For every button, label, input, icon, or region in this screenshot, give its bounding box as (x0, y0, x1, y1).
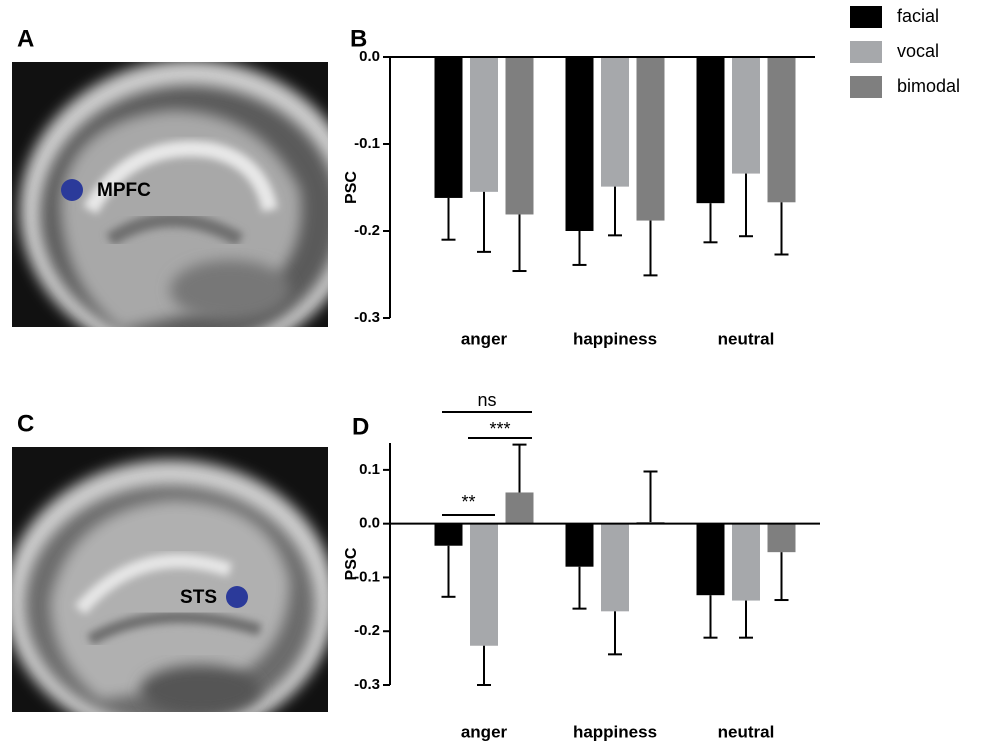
y-tick-label: -0.3 (354, 676, 380, 693)
y-tick-label: 0.1 (359, 461, 380, 478)
region-label: MPFC (97, 180, 151, 201)
bar (637, 57, 665, 221)
error-bar (608, 611, 622, 654)
bar (566, 524, 594, 567)
legend-label: facial (897, 6, 939, 26)
error-bar (513, 445, 527, 493)
significance-label: *** (489, 419, 510, 439)
error-bar (704, 595, 718, 637)
bar (470, 57, 498, 192)
y-tick-label: 0.0 (359, 48, 380, 65)
y-tick-label: -0.2 (354, 222, 380, 239)
bar (768, 57, 796, 202)
legend-label: bimodal (897, 76, 960, 96)
x-tick-label: neutral (718, 329, 775, 348)
error-bar (573, 231, 587, 265)
brain-image (5, 447, 335, 740)
y-tick-label: -0.1 (354, 135, 380, 152)
bar (732, 524, 760, 601)
error-bar (704, 203, 718, 242)
bar (506, 57, 534, 214)
error-bar (513, 214, 527, 271)
y-axis-title: PSC (343, 171, 360, 204)
bar (566, 57, 594, 231)
bar (435, 57, 463, 198)
bar (435, 524, 463, 546)
error-bar (477, 646, 491, 685)
x-tick-label: anger (461, 722, 508, 741)
y-tick-label: -0.3 (354, 309, 380, 326)
y-axis-title: PSC (343, 547, 360, 580)
bar (470, 524, 498, 646)
legend-label: vocal (897, 41, 939, 61)
bar (601, 524, 629, 612)
y-tick-label: -0.2 (354, 622, 380, 639)
bar (697, 57, 725, 203)
error-bar (573, 567, 587, 609)
error-bar (442, 546, 456, 597)
error-bar (775, 202, 789, 254)
legend-swatch (850, 76, 882, 98)
error-bar (739, 601, 753, 638)
x-tick-label: neutral (718, 722, 775, 741)
error-bar (477, 192, 491, 252)
panel-label: C (17, 410, 34, 437)
panel-label: A (17, 25, 34, 52)
error-bar (608, 187, 622, 236)
error-bar (442, 198, 456, 240)
bar (601, 57, 629, 187)
legend-swatch (850, 6, 882, 28)
x-tick-label: happiness (573, 722, 657, 741)
panel-label: D (352, 413, 369, 440)
significance-label: ** (461, 492, 475, 512)
bar (768, 524, 796, 553)
region-label: STS (180, 587, 217, 608)
x-tick-label: anger (461, 329, 508, 348)
bar (506, 492, 534, 523)
error-bar (644, 221, 658, 276)
error-bar (739, 174, 753, 237)
significance-label: ns (477, 390, 496, 410)
bar (732, 57, 760, 174)
x-tick-label: happiness (573, 329, 657, 348)
brain-image (12, 60, 360, 360)
error-bar (644, 472, 658, 523)
bar (697, 524, 725, 596)
figure: MPFC STS A C B D 0.0-0.1-0.2-0.3PSCanger… (0, 0, 981, 745)
legend-swatch (850, 41, 882, 63)
error-bar (775, 552, 789, 600)
y-tick-label: 0.0 (359, 515, 380, 532)
